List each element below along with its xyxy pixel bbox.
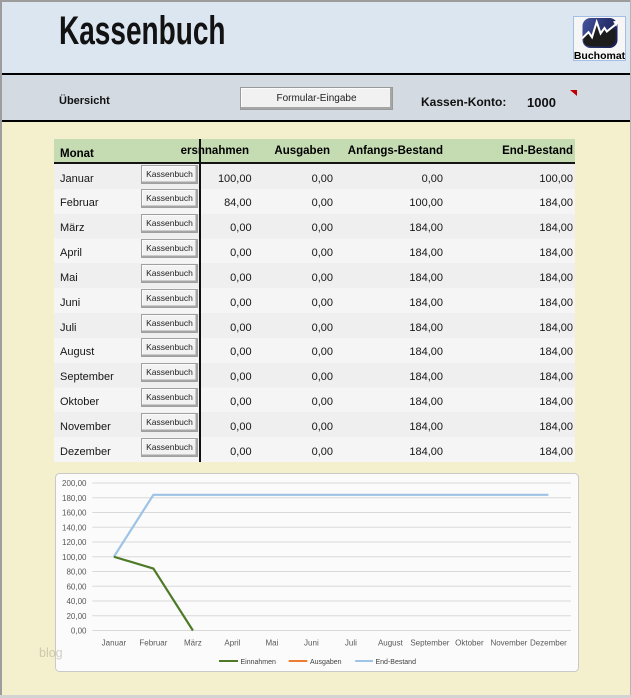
svg-text:80,00: 80,00 — [66, 568, 87, 577]
svg-text:November: November — [490, 639, 527, 648]
svg-text:200,00: 200,00 — [62, 479, 87, 488]
svg-text:Oktober: Oktober — [455, 639, 484, 648]
svg-text:End-Bestand: End-Bestand — [376, 659, 417, 666]
svg-text:0,00: 0,00 — [71, 627, 87, 636]
svg-text:Juli: Juli — [345, 639, 357, 648]
svg-text:September: September — [410, 639, 449, 648]
svg-text:60,00: 60,00 — [66, 582, 87, 591]
svg-text:Ausgaben: Ausgaben — [310, 659, 342, 666]
svg-text:20,00: 20,00 — [66, 612, 87, 621]
svg-text:120,00: 120,00 — [62, 538, 87, 547]
svg-text:100,00: 100,00 — [62, 553, 87, 562]
svg-text:August: August — [378, 639, 404, 648]
svg-text:140,00: 140,00 — [62, 523, 87, 532]
svg-text:April: April — [224, 639, 240, 648]
svg-text:Januar: Januar — [102, 639, 127, 648]
svg-text:160,00: 160,00 — [62, 509, 87, 518]
svg-text:März: März — [184, 639, 202, 648]
svg-text:Juni: Juni — [304, 639, 319, 648]
svg-text:40,00: 40,00 — [66, 597, 87, 606]
svg-text:Einnahmen: Einnahmen — [241, 659, 277, 666]
svg-text:Februar: Februar — [139, 639, 167, 648]
svg-text:Mai: Mai — [265, 639, 278, 648]
svg-text:180,00: 180,00 — [62, 494, 87, 503]
svg-text:Dezember: Dezember — [530, 639, 567, 648]
